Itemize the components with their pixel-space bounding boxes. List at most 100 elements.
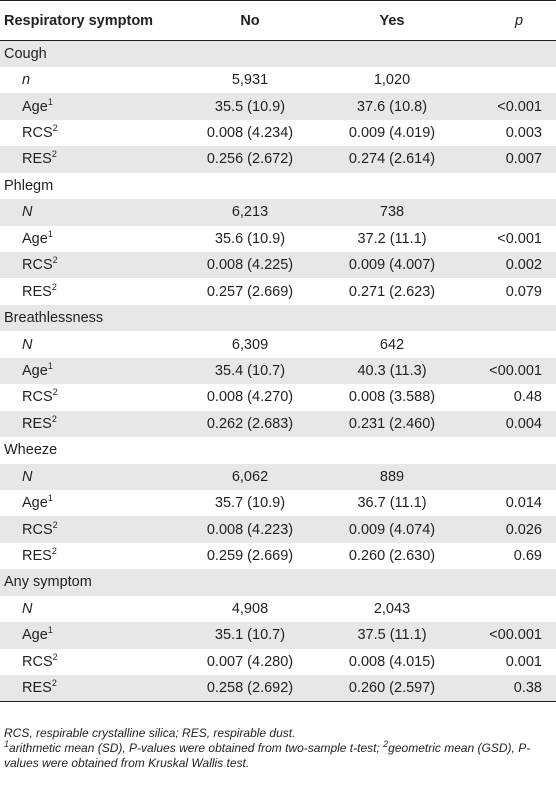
cell-yes: 0.274 (2.614) — [320, 146, 464, 173]
cell-yes: 738 — [320, 199, 464, 226]
footnote-2-marker: 2 — [383, 739, 389, 749]
table-row: RCS2 0.008 (4.270) 0.008 (3.588) 0.48 — [0, 384, 556, 410]
cell-no: 35.4 (10.7) — [180, 357, 320, 385]
cell-yes: 0.231 (2.460) — [320, 410, 464, 438]
cell-p-value: 0.014 — [505, 495, 542, 512]
cell-p-value: 0.079 — [505, 283, 542, 300]
table-group-row: Any symptom — [0, 569, 556, 596]
cell-p-value: <0.001 — [497, 230, 542, 247]
cell-yes: 37.2 (11.1) — [357, 230, 427, 247]
row-label-text: Age — [22, 362, 48, 379]
table-row: RES2 0.262 (2.683) 0.231 (2.460) 0.004 — [0, 410, 556, 438]
table-row: Age1 35.4 (10.7) 40.3 (11.3) <00.001 — [0, 357, 556, 385]
cell-yes: 1,020 — [373, 72, 411, 89]
row-label-text: RCS — [22, 389, 53, 406]
row-label: RCS2 — [0, 252, 180, 279]
row-label-text: RCS — [22, 653, 53, 670]
cell-no: 0.257 (2.669) — [206, 283, 294, 300]
group-label: Phlegm — [4, 177, 54, 194]
row-label-text: N — [22, 336, 33, 353]
row-label-text: Age — [22, 98, 48, 115]
cell-no: 6,213 — [180, 199, 320, 226]
row-label-superscript: 2 — [52, 519, 58, 530]
row-label-superscript: 2 — [51, 414, 57, 425]
row-label-superscript: 1 — [47, 361, 53, 372]
table-row: RES2 0.258 (2.692) 0.260 (2.597) 0.38 — [0, 675, 556, 702]
row-label-superscript: 1 — [47, 228, 53, 239]
row-label-text: RES — [22, 151, 52, 168]
row-label-text: N — [22, 468, 33, 485]
footnote-1-marker: 1 — [4, 739, 10, 749]
table-row: Age1 35.5 (10.9) 37.6 (10.8) <0.001 — [0, 93, 556, 120]
row-label-text: RCS — [22, 521, 53, 538]
header-row: Respiratory symptom No Yes p — [0, 0, 556, 41]
table-row: N 6,213 738 — [0, 199, 556, 226]
cell-yes: 0.260 (2.630) — [348, 548, 436, 565]
cell-no: 4,908 — [231, 600, 269, 617]
cell-p-value: 0.38 — [464, 675, 556, 702]
row-label: N — [0, 463, 180, 490]
table-header: Respiratory symptom No Yes p — [0, 0, 556, 41]
cell-no: 6,309 — [231, 336, 269, 353]
row-label: RES2 — [0, 543, 180, 569]
cell-p-value: 0.001 — [505, 653, 542, 670]
row-label: Age1 — [0, 357, 180, 385]
cell-yes: 0.008 (3.588) — [348, 389, 436, 406]
cell-no: 5,931 — [231, 72, 269, 89]
row-label-text: RES — [22, 679, 52, 696]
cell-p-value: 0.69 — [513, 548, 542, 565]
table-footnotes: RCS, respirable crystalline silica; RES,… — [4, 726, 552, 771]
cell-no: 35.6 (10.9) — [214, 230, 286, 247]
table-row: RCS2 0.007 (4.280) 0.008 (4.015) 0.001 — [0, 649, 556, 675]
row-label-text: RES — [22, 415, 52, 432]
footnote-1-text: arithmetic mean (SD), P-values were obta… — [9, 741, 384, 755]
row-label-text: N — [22, 204, 33, 221]
cell-yes: 36.7 (11.1) — [357, 495, 427, 512]
table-row: Age1 35.6 (10.9) 37.2 (11.1) <0.001 — [0, 226, 556, 252]
row-label-text: N — [22, 600, 33, 617]
group-label: Cough — [0, 40, 556, 67]
table-row: RCS2 0.008 (4.225) 0.009 (4.007) 0.002 — [0, 252, 556, 279]
table-group-row: Breathlessness — [0, 304, 556, 332]
row-label: Age1 — [0, 490, 180, 516]
cell-yes: 0.271 (2.623) — [348, 283, 436, 300]
row-label-text: RES — [22, 548, 52, 565]
table-row: RES2 0.256 (2.672) 0.274 (2.614) 0.007 — [0, 146, 556, 173]
cell-no: 0.008 (4.234) — [206, 125, 294, 142]
table-row: n 5,931 1,020 — [0, 67, 556, 93]
cell-p-value: 0.003 — [505, 125, 542, 142]
row-label: Age1 — [0, 226, 180, 252]
cell-p-value: <0.001 — [464, 93, 556, 120]
cell-yes: 0.009 (4.019) — [348, 125, 436, 142]
cell-yes: 40.3 (11.3) — [320, 357, 464, 385]
table-body: Cough n 5,931 1,020 Age1 35.5 (10.9) 37.6 (10.… — [0, 40, 556, 702]
row-label: Age1 — [0, 622, 180, 649]
cell-p-value — [464, 596, 556, 622]
table-group-row: Cough — [0, 40, 556, 67]
cell-no: 0.258 (2.692) — [180, 675, 320, 702]
row-label-text: Age — [22, 230, 48, 247]
cell-p-value: 0.002 — [464, 252, 556, 279]
cell-no: 35.1 (10.7) — [180, 622, 320, 649]
cell-p-value: <00.001 — [464, 357, 556, 385]
table-group-row: Phlegm — [0, 173, 556, 199]
cell-yes: 0.008 (4.015) — [348, 653, 436, 670]
cell-no: 35.5 (10.9) — [180, 93, 320, 120]
cell-yes: 37.6 (10.8) — [320, 93, 464, 120]
table-row: RCS2 0.008 (4.234) 0.009 (4.019) 0.003 — [0, 120, 556, 146]
row-label: RES2 — [0, 675, 180, 702]
cell-p-value: <00.001 — [464, 622, 556, 649]
cell-p-value: 0.026 — [464, 516, 556, 543]
cell-yes: 642 — [379, 336, 405, 353]
row-label: Age1 — [0, 93, 180, 120]
row-label: RCS2 — [0, 516, 180, 543]
cell-no: 0.262 (2.683) — [180, 410, 320, 438]
row-label-text: Age — [22, 495, 48, 512]
row-label: N — [0, 331, 180, 357]
cell-no: 35.7 (10.9) — [214, 495, 286, 512]
table-row: RES2 0.257 (2.669) 0.271 (2.623) 0.079 — [0, 278, 556, 304]
cell-p-value — [464, 67, 556, 93]
row-label-superscript: 2 — [51, 546, 57, 557]
row-label-superscript: 2 — [51, 149, 57, 160]
row-label-superscript: 2 — [51, 281, 57, 292]
